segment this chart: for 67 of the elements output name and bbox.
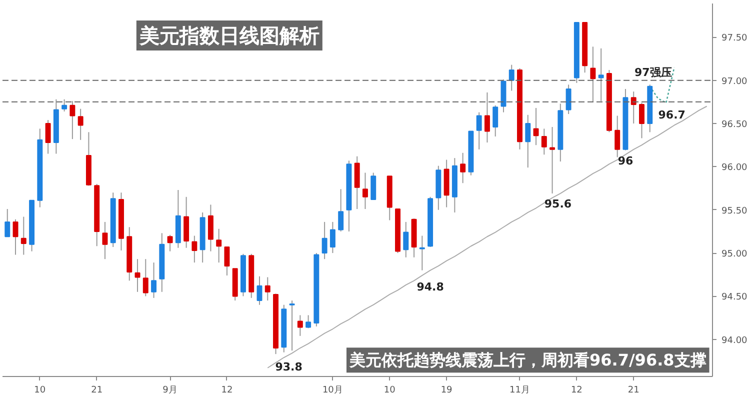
x-tick-label: 10月 — [322, 386, 343, 396]
candlestick — [256, 276, 262, 306]
candlestick — [484, 92, 490, 144]
candlestick — [224, 246, 230, 276]
text: 美元依托趋势线震荡上行，周初看96.7/96.8支撑 — [348, 350, 706, 370]
candlestick — [20, 216, 26, 256]
candlestick — [525, 114, 531, 168]
x-tick-label: 12 — [221, 386, 233, 396]
x-tick-label: 19 — [440, 386, 453, 396]
candlestick — [4, 208, 10, 238]
candlestick — [167, 234, 173, 252]
y-tick-label: 95.50 — [722, 206, 748, 216]
annotation: 95.6 — [544, 197, 572, 210]
candlestick — [62, 98, 68, 112]
candlestick — [70, 100, 76, 140]
y-tick-label: 96.00 — [722, 163, 748, 174]
y-tick-label: 94.50 — [722, 292, 748, 303]
candlestick — [306, 314, 312, 329]
x-tick-label: 21 — [628, 386, 640, 396]
candlestick — [208, 204, 214, 252]
y-tick-label: 96.50 — [722, 120, 748, 130]
candlestick — [330, 221, 336, 254]
text: 美元指数日线图解析 — [138, 23, 320, 48]
candlestick — [598, 48, 604, 102]
candlestick — [322, 221, 328, 260]
candlestick — [370, 172, 376, 200]
candlestick — [289, 300, 295, 352]
candlestick — [297, 314, 303, 336]
x-tick-label: 10 — [384, 386, 396, 396]
candlestick — [566, 84, 572, 115]
candlestick — [541, 128, 547, 156]
y-tick-label: 97.50 — [722, 34, 748, 44]
candlestick — [492, 104, 498, 137]
annotation: 97强压 — [634, 66, 672, 80]
annotation: 96.7 — [658, 108, 686, 122]
annotation: 93.8 — [275, 360, 302, 374]
candlestick — [338, 188, 344, 232]
candlestick — [362, 172, 368, 210]
x-tick-label: 10 — [34, 386, 46, 396]
candlestick — [264, 276, 270, 302]
candlestick — [142, 258, 148, 297]
y-tick-label: 94.00 — [722, 336, 748, 346]
x-tick-label: 21 — [91, 386, 103, 396]
candlestick — [614, 115, 620, 158]
candlestick — [102, 221, 108, 260]
annotation: 94.8 — [416, 280, 444, 294]
candlestick — [590, 46, 596, 102]
candlestick — [533, 107, 539, 146]
candlestick — [550, 126, 556, 194]
y-tick-label: 95.00 — [722, 250, 748, 260]
candlestick — [639, 102, 644, 139]
candlestick — [476, 112, 482, 150]
y-tick-label: 97.00 — [722, 76, 748, 87]
x-tick-label: 11月 — [510, 386, 530, 396]
x-tick-label: 9月 — [162, 386, 178, 396]
candlestick — [216, 228, 222, 264]
annotation: 96 — [618, 154, 634, 168]
candlestick — [12, 218, 18, 256]
candlestick — [45, 120, 51, 154]
candlestick — [460, 152, 466, 184]
candlestick — [403, 221, 409, 258]
candlestick — [192, 235, 198, 264]
x-tick-label: 12 — [570, 386, 582, 396]
candlestick — [151, 262, 157, 298]
candlestick — [508, 64, 514, 92]
candlestick — [78, 108, 84, 140]
candlestick — [630, 91, 636, 124]
